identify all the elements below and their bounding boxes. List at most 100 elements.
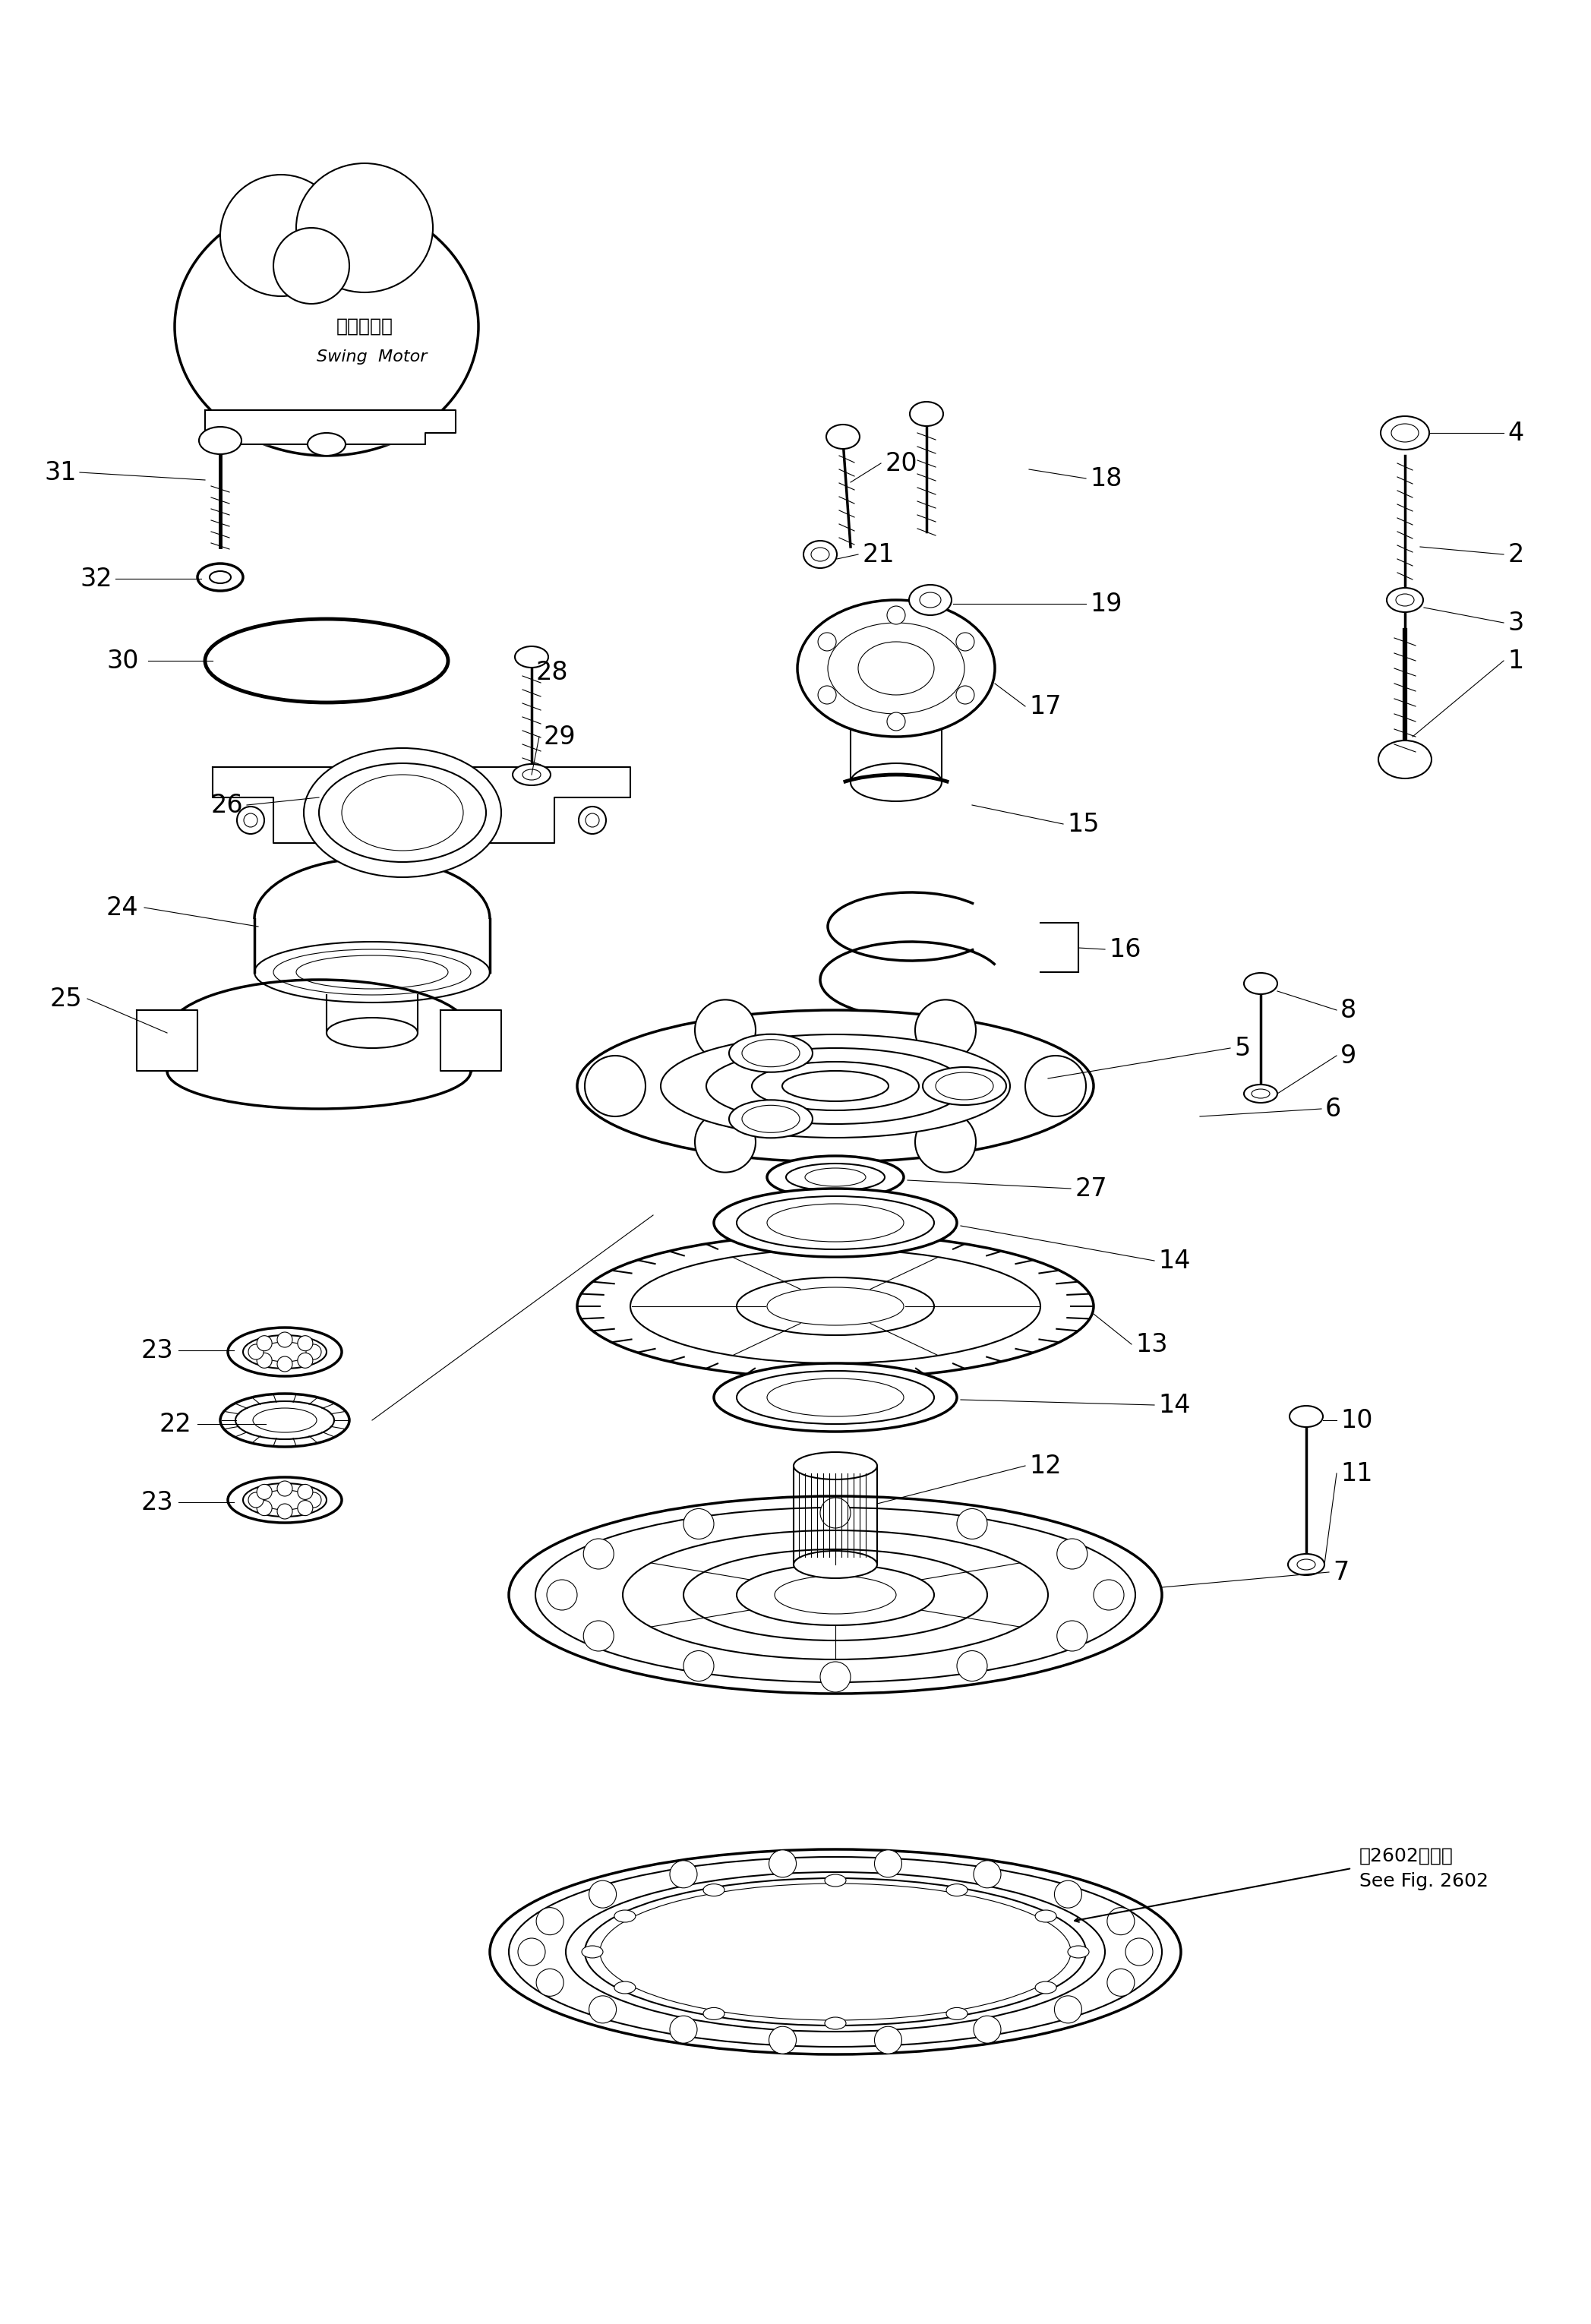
Circle shape [547, 1580, 578, 1611]
Circle shape [248, 1492, 264, 1508]
Circle shape [256, 1485, 272, 1499]
Ellipse shape [614, 1910, 635, 1922]
Circle shape [589, 1996, 616, 2024]
Ellipse shape [1289, 1555, 1324, 1576]
Text: 6: 6 [1325, 1097, 1341, 1122]
Ellipse shape [767, 1155, 904, 1199]
Circle shape [974, 1862, 1001, 1887]
Circle shape [298, 1485, 313, 1499]
Circle shape [277, 1504, 293, 1520]
Circle shape [298, 1353, 313, 1369]
Circle shape [589, 1880, 616, 1908]
Ellipse shape [175, 198, 479, 456]
Ellipse shape [1297, 1559, 1316, 1569]
Ellipse shape [614, 1982, 635, 1994]
Circle shape [1093, 1580, 1123, 1611]
Ellipse shape [767, 1287, 904, 1325]
Ellipse shape [910, 402, 943, 425]
Circle shape [277, 1357, 293, 1371]
Circle shape [243, 813, 258, 827]
Ellipse shape [253, 1408, 317, 1432]
Text: 29: 29 [543, 725, 576, 748]
Ellipse shape [1387, 588, 1424, 611]
Text: 24: 24 [107, 895, 138, 920]
Text: 19: 19 [1090, 590, 1122, 616]
Ellipse shape [261, 1490, 309, 1511]
Text: Swing  Motor: Swing Motor [317, 349, 428, 365]
Ellipse shape [228, 1327, 342, 1376]
Text: 旋回モータ: 旋回モータ [336, 318, 393, 335]
Ellipse shape [210, 572, 231, 583]
Ellipse shape [509, 1497, 1161, 1694]
Ellipse shape [1036, 1982, 1056, 1994]
Text: 17: 17 [1029, 695, 1061, 718]
Ellipse shape [512, 765, 550, 786]
Circle shape [298, 1336, 313, 1350]
Circle shape [695, 999, 756, 1060]
Ellipse shape [261, 1341, 309, 1362]
Text: 2: 2 [1507, 541, 1524, 567]
Ellipse shape [824, 1875, 846, 1887]
Circle shape [584, 1538, 614, 1569]
Ellipse shape [923, 1067, 1006, 1104]
Circle shape [536, 1908, 563, 1936]
Ellipse shape [1378, 741, 1432, 779]
Circle shape [579, 806, 606, 834]
Ellipse shape [1381, 416, 1429, 449]
Ellipse shape [947, 2008, 967, 2020]
Circle shape [256, 1353, 272, 1369]
Ellipse shape [767, 1378, 904, 1415]
Ellipse shape [737, 1278, 934, 1336]
Circle shape [256, 1336, 272, 1350]
Ellipse shape [296, 163, 433, 293]
Text: 10: 10 [1340, 1408, 1373, 1434]
Ellipse shape [342, 774, 463, 851]
Ellipse shape [1244, 974, 1278, 995]
Circle shape [1056, 1538, 1087, 1569]
Circle shape [875, 2027, 902, 2054]
Ellipse shape [243, 1336, 326, 1369]
Ellipse shape [1290, 1406, 1324, 1427]
Ellipse shape [578, 1234, 1093, 1378]
Circle shape [956, 632, 974, 651]
Ellipse shape [578, 1011, 1093, 1162]
Ellipse shape [737, 1564, 934, 1624]
Ellipse shape [714, 1364, 956, 1432]
Ellipse shape [566, 1873, 1106, 2031]
Ellipse shape [228, 1478, 342, 1522]
Circle shape [1056, 1620, 1087, 1650]
Circle shape [248, 1343, 264, 1360]
Polygon shape [441, 1011, 501, 1071]
Ellipse shape [1244, 1085, 1278, 1104]
Ellipse shape [1252, 1090, 1270, 1099]
Ellipse shape [490, 1850, 1181, 2054]
Circle shape [1125, 1938, 1153, 1966]
Ellipse shape [197, 562, 243, 590]
Circle shape [821, 1662, 851, 1692]
Text: 11: 11 [1340, 1462, 1373, 1485]
Circle shape [1055, 1880, 1082, 1908]
Ellipse shape [243, 1483, 326, 1518]
Ellipse shape [737, 1371, 934, 1425]
Text: 23: 23 [140, 1490, 173, 1515]
Ellipse shape [714, 1188, 956, 1257]
Ellipse shape [936, 1071, 993, 1099]
Text: 23: 23 [140, 1339, 173, 1362]
Ellipse shape [274, 228, 350, 304]
Ellipse shape [622, 1529, 1048, 1659]
Ellipse shape [1395, 595, 1414, 607]
Ellipse shape [536, 1508, 1136, 1683]
Text: 16: 16 [1109, 937, 1141, 962]
Ellipse shape [794, 1452, 877, 1480]
Ellipse shape [220, 174, 342, 295]
Text: 21: 21 [862, 541, 894, 567]
Circle shape [277, 1480, 293, 1497]
Ellipse shape [753, 1062, 920, 1111]
Ellipse shape [947, 1885, 967, 1896]
Ellipse shape [235, 1401, 334, 1439]
Circle shape [585, 1055, 646, 1116]
Circle shape [536, 1968, 563, 1996]
Text: 4: 4 [1507, 421, 1524, 446]
Text: 22: 22 [159, 1411, 193, 1436]
Ellipse shape [741, 1039, 800, 1067]
